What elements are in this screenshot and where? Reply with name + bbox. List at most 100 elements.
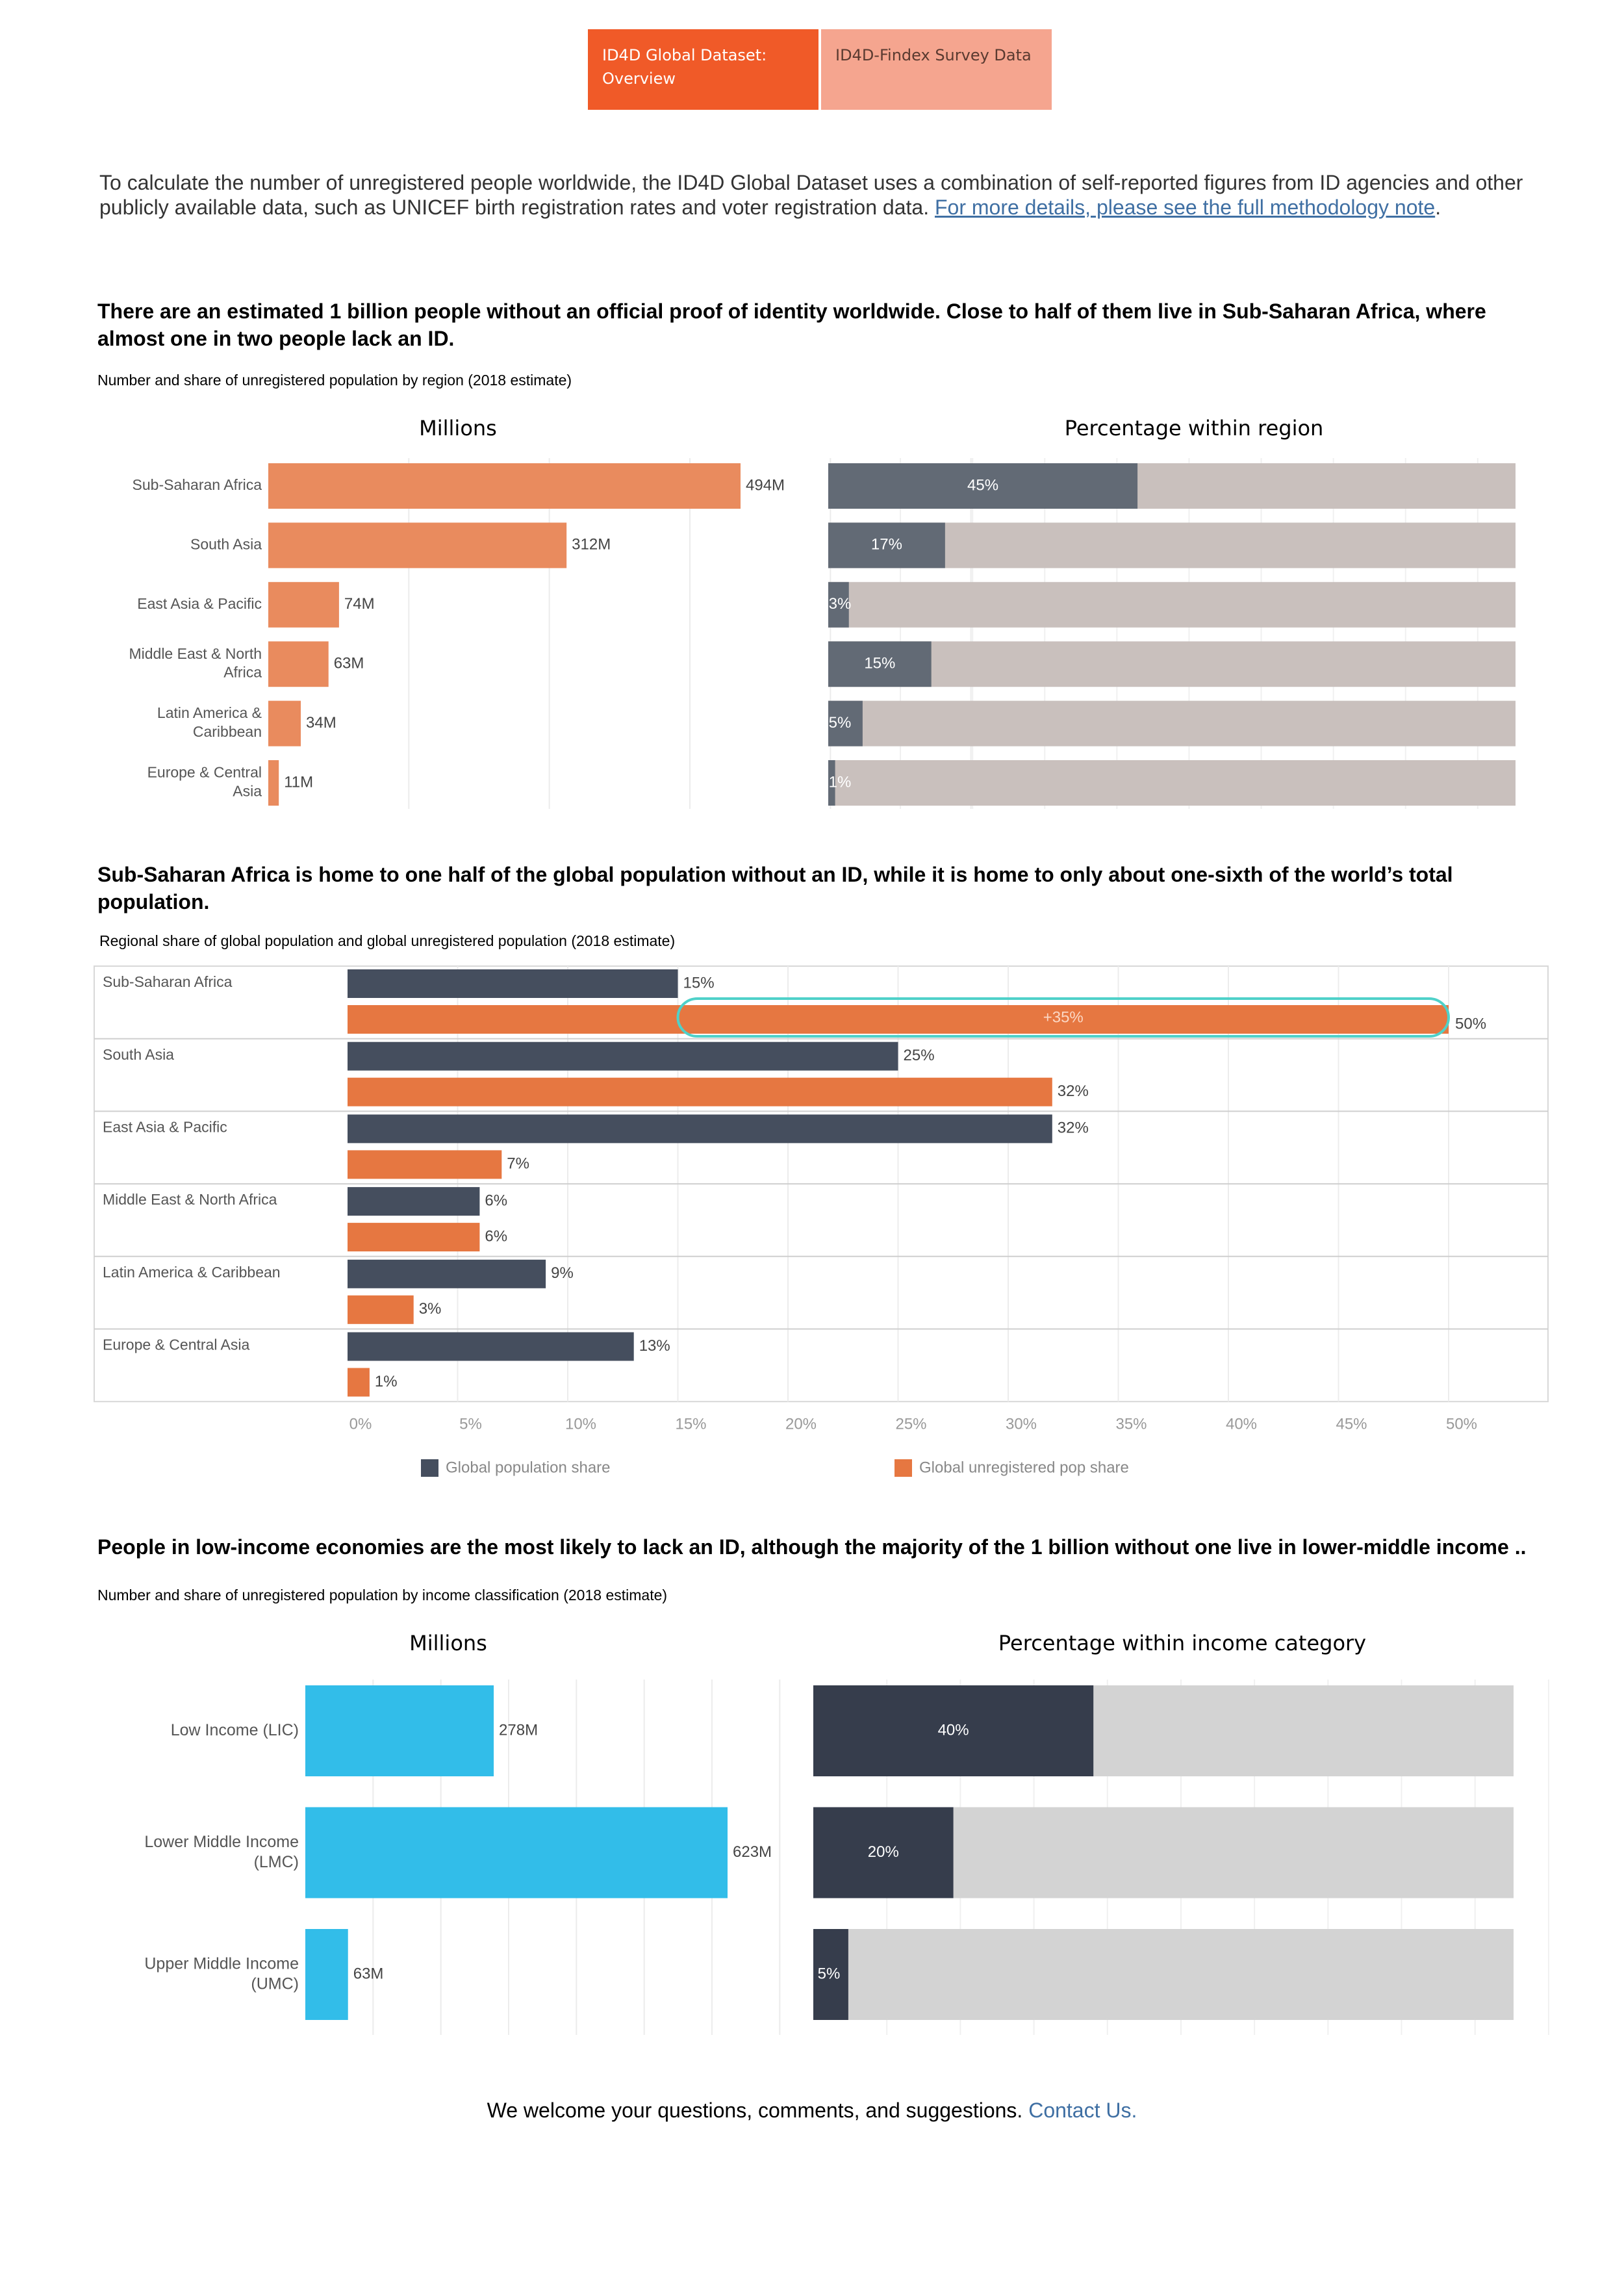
global-unreg-bar-middle-east-north-africa [348, 1223, 480, 1252]
data-label-lower-middle-income-lmc: 623M [733, 1843, 772, 1861]
pct-background-latin-america-caribbean [828, 700, 1516, 747]
global-unreg-label-europe-central-asia: 1% [375, 1373, 398, 1390]
global-pop-label-middle-east-north-africa: 6% [485, 1192, 507, 1209]
global-unreg-label-east-asia-pacific: 7% [507, 1155, 529, 1173]
global-unreg-bar-sub-saharan-africa [348, 1005, 1449, 1034]
global-unreg-label-sub-saharan-africa: 50% [1455, 1015, 1486, 1032]
section2-headline: Sub-Saharan Africa is home to one half o… [97, 863, 1453, 913]
category-label-upper-middle-income-umc: Upper Middle Income (UMC) [144, 1954, 299, 1993]
legend-swatch-global-unregistered [894, 1459, 912, 1477]
global-pop-bar-europe-central-asia [348, 1332, 634, 1361]
tab-global-dataset-overview[interactable]: ID4D Global Dataset: Overview [588, 29, 818, 110]
pct-label-latin-america-caribbean: 5% [829, 714, 852, 732]
category-label-low-income-lic: Low Income (LIC) [171, 1721, 299, 1739]
pct-label-middle-east-north-africa: 15% [864, 655, 895, 672]
bar-south-asia [268, 522, 567, 568]
global-pop-label-europe-central-asia: 13% [639, 1337, 670, 1355]
pct-bar-sub-saharan-africa [828, 463, 1138, 509]
data-label-latin-america-caribbean: 34M [306, 714, 336, 732]
global-unreg-label-latin-america-caribbean: 3% [419, 1300, 442, 1318]
difference-annotation-label: +35% [1043, 1008, 1084, 1026]
x-tick-label: 40% [1226, 1415, 1257, 1433]
intro-suffix: . [1435, 196, 1441, 219]
section1-right-title: Percentage within region [1064, 416, 1324, 441]
footer: We welcome your questions, comments, and… [0, 2099, 1624, 2123]
x-tick-label: 15% [675, 1415, 706, 1433]
x-tick-label: 45% [1336, 1415, 1367, 1433]
global-pop-label-latin-america-caribbean: 9% [551, 1264, 574, 1282]
bar-europe-central-asia [268, 760, 279, 806]
bar-lower-middle-income-lmc [305, 1807, 728, 1898]
category-label-middle-east-north-africa: Middle East & North Africa [103, 1191, 277, 1208]
section3-left-title: Millions [409, 1631, 487, 1655]
data-label-middle-east-north-africa: 63M [334, 655, 364, 672]
global-unreg-bar-south-asia [348, 1077, 1052, 1106]
pct-bar-lower-middle-income-lmc [813, 1807, 954, 1898]
pct-bar-south-asia [828, 522, 945, 568]
x-tick-label: 5% [459, 1415, 482, 1433]
category-label-europe-central-asia: Europe & Central Asia [103, 1336, 250, 1353]
global-pop-bar-south-asia [348, 1041, 898, 1071]
bar-latin-america-caribbean [268, 700, 301, 747]
intro-paragraph: To calculate the number of unregistered … [99, 170, 1554, 220]
contact-us-link[interactable]: Contact Us. [1028, 2099, 1137, 2122]
data-label-south-asia: 312M [572, 536, 611, 554]
category-label-east-asia-pacific: East Asia & Pacific [137, 595, 262, 612]
bar-upper-middle-income-umc [305, 1929, 348, 2020]
x-tick-label: 20% [785, 1415, 817, 1433]
pct-bar-upper-middle-income-umc [813, 1929, 848, 2020]
dashboard-tabs: ID4D Global Dataset: Overview ID4D-Finde… [588, 29, 1052, 110]
methodology-note-link[interactable]: For more details, please see the full me… [934, 196, 1436, 219]
global-unreg-label-middle-east-north-africa: 6% [485, 1227, 507, 1245]
intro-text: To calculate the number of unregistered … [99, 171, 1523, 219]
global-unreg-bar-east-asia-pacific [348, 1150, 502, 1179]
global-pop-bar-sub-saharan-africa [348, 969, 678, 998]
tab-findex-survey-data[interactable]: ID4D-Findex Survey Data [821, 29, 1052, 110]
category-label-middle-east-north-africa: Middle East & North Africa [129, 645, 262, 681]
pct-label-low-income-lic: 40% [938, 1721, 969, 1739]
section3-headline: People in low-income economies are the m… [97, 1535, 1527, 1559]
data-label-low-income-lic: 278M [499, 1721, 538, 1739]
bar-sub-saharan-africa [268, 463, 741, 509]
legend-swatch-global-population [421, 1459, 438, 1477]
legend-label-global-population: Global population share [446, 1459, 611, 1476]
pct-bar-europe-central-asia [828, 760, 835, 806]
section3-subtitle: Number and share of unregistered populat… [97, 1587, 668, 1603]
x-tick-label: 25% [895, 1415, 926, 1433]
pct-label-sub-saharan-africa: 45% [967, 476, 998, 494]
x-tick-label: 10% [565, 1415, 596, 1433]
pct-bar-latin-america-caribbean [828, 700, 863, 747]
global-pop-bar-middle-east-north-africa [348, 1187, 480, 1216]
bar-east-asia-pacific [268, 581, 339, 628]
x-tick-label: 0% [349, 1415, 372, 1433]
x-tick-label: 50% [1446, 1415, 1477, 1433]
section3-right-title: Percentage within income category [998, 1631, 1367, 1655]
pct-background-middle-east-north-africa [828, 641, 1516, 687]
x-tick-label: 35% [1115, 1415, 1147, 1433]
pct-label-lower-middle-income-lmc: 20% [868, 1843, 899, 1861]
pct-background-upper-middle-income-umc [813, 1929, 1514, 2020]
section1-left-title: Millions [419, 416, 497, 441]
pct-bar-low-income-lic [813, 1685, 1094, 1776]
global-pop-bar-east-asia-pacific [348, 1114, 1052, 1143]
category-label-latin-america-caribbean: Latin America & Caribbean [103, 1264, 281, 1281]
section1-subtitle: Number and share of unregistered populat… [97, 372, 572, 389]
pct-bar-middle-east-north-africa [828, 641, 932, 687]
category-label-lower-middle-income-lmc: Lower Middle Income (LMC) [144, 1832, 299, 1871]
pct-label-upper-middle-income-umc: 5% [818, 1965, 841, 1982]
category-label-latin-america-caribbean: Latin America & Caribbean [157, 704, 262, 740]
global-pop-label-east-asia-pacific: 32% [1058, 1119, 1089, 1137]
global-pop-label-south-asia: 25% [904, 1047, 935, 1064]
section1-headline: There are an estimated 1 billion people … [97, 300, 1486, 350]
x-tick-label: 30% [1006, 1415, 1037, 1433]
pct-background-east-asia-pacific [828, 581, 1516, 628]
data-label-sub-saharan-africa: 494M [746, 476, 785, 494]
global-pop-label-sub-saharan-africa: 15% [683, 974, 715, 991]
global-pop-bar-latin-america-caribbean [348, 1259, 546, 1288]
pct-label-south-asia: 17% [871, 536, 902, 554]
section2-subtitle: Regional share of global population and … [99, 932, 676, 949]
legend-label-global-unregistered: Global unregistered pop share [919, 1459, 1129, 1476]
pct-label-europe-central-asia: 1% [829, 773, 852, 791]
difference-annotation-outline [676, 997, 1450, 1038]
